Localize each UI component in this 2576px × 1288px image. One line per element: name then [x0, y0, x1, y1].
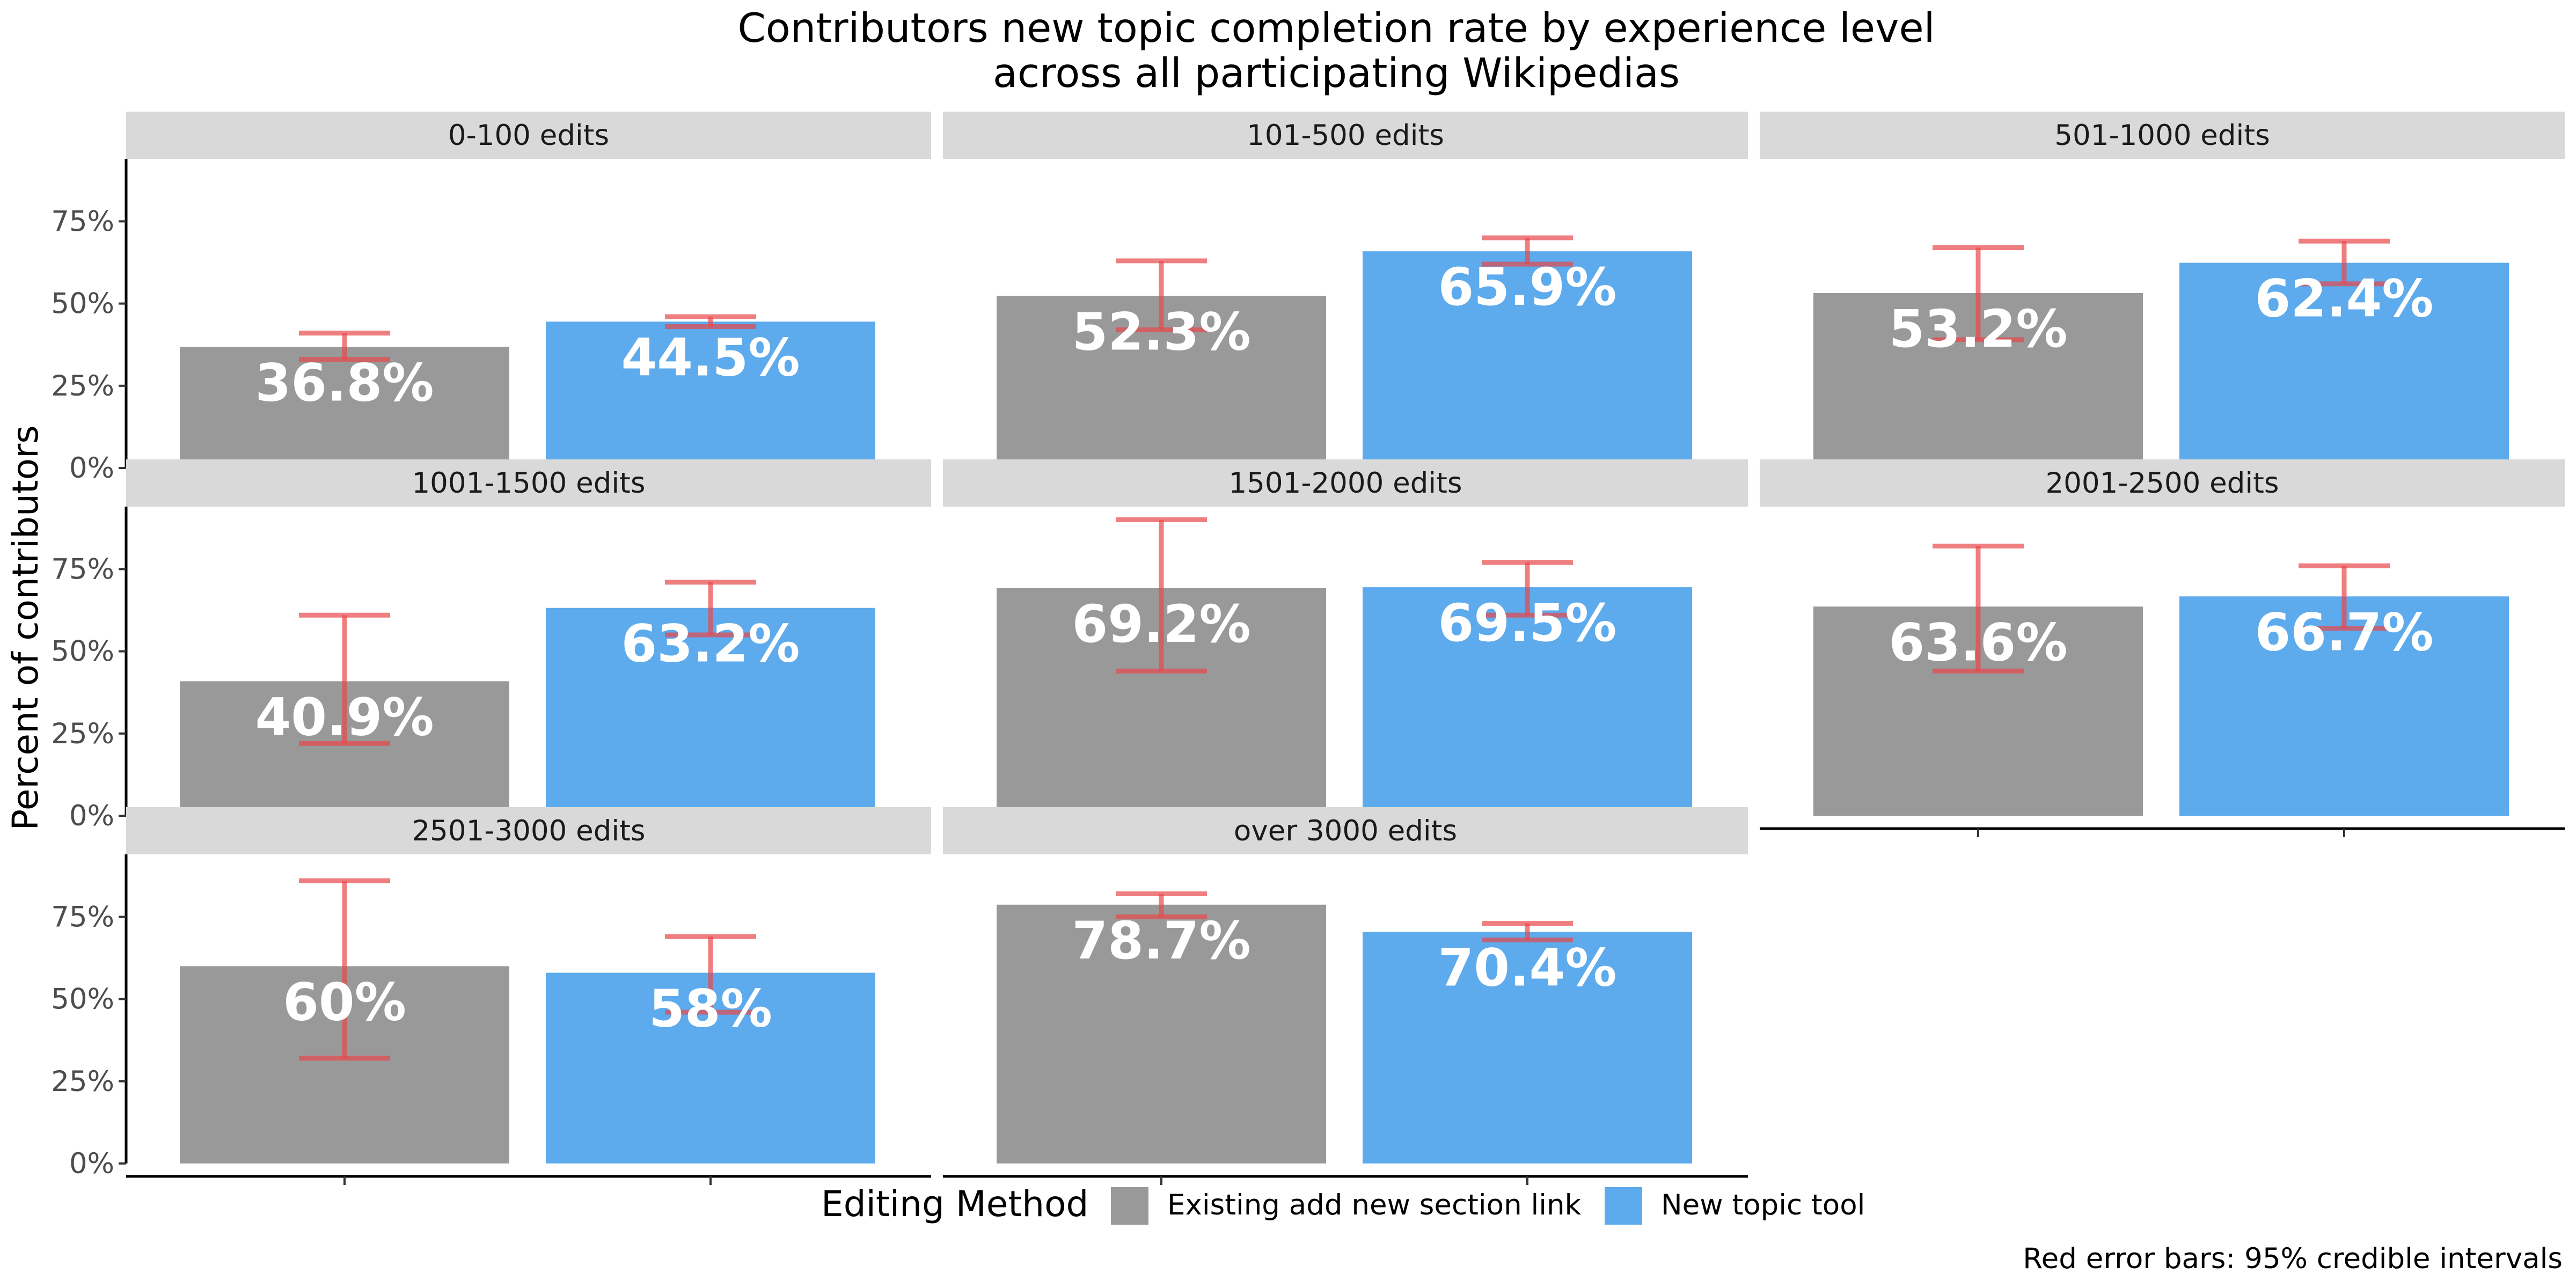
y-axis-title: Percent of contributors	[5, 425, 46, 830]
error-bar-1001-1500-edits-existing	[299, 612, 390, 746]
data-label-2001-2500-edits-new-tool: 66.7%	[2255, 602, 2433, 662]
data-label-1501-2000-edits-existing: 69.2%	[1072, 594, 1250, 654]
data-label-0-100-edits-existing: 36.8%	[255, 353, 434, 413]
data-label-2001-2500-edits-existing: 63.6%	[1889, 612, 2067, 672]
data-label-2501-3000-edits-existing: 60%	[283, 972, 406, 1032]
y-tick-label-0-100-edits-0: 0%	[69, 452, 114, 485]
y-tick-label-0-100-edits-1: 25%	[51, 370, 114, 402]
legend-swatch-existing	[1111, 1187, 1148, 1225]
facet-panel-1501-2000-edits: 1501-2000 edits 69.2% 69.5%	[943, 459, 1748, 816]
legend-swatch-new-tool	[1605, 1187, 1642, 1225]
legend-label-new-tool: New topic tool	[1661, 1189, 1865, 1221]
y-tick-label-2501-3000-edits-3: 75%	[51, 901, 114, 933]
chart-title-line-1: Contributors new topic completion rate b…	[738, 4, 1935, 52]
facet-strip-1001-1500-edits	[126, 459, 931, 507]
error-bar-501-1000-edits-existing	[1933, 245, 2024, 342]
data-label-1501-2000-edits-new-tool: 69.5%	[1438, 593, 1616, 653]
error-bar-1501-2000-edits-existing	[1116, 517, 1207, 674]
facet-strip-2501-3000-edits	[126, 807, 931, 854]
data-label-over-3000-edits-new-tool: 70.4%	[1438, 938, 1616, 998]
data-label-501-1000-edits-new-tool: 62.4%	[2255, 269, 2433, 329]
error-bar-2501-3000-edits-new-tool	[665, 934, 756, 1015]
facet-strip-label-0-100-edits: 0-100 edits	[448, 119, 609, 152]
chart-title-line-2: across all participating Wikipedias	[993, 49, 1680, 97]
caption: Red error bars: 95% credible intervals	[2023, 1242, 2563, 1275]
error-bar-1501-2000-edits-new-tool	[1482, 560, 1573, 618]
y-tick-label-1001-1500-edits-3: 75%	[51, 553, 114, 586]
facet-strip-over-3000-edits	[943, 807, 1748, 854]
data-label-101-500-edits-new-tool: 65.9%	[1438, 257, 1616, 317]
facet-strip-label-2001-2500-edits: 2001-2500 edits	[2045, 467, 2279, 500]
bar-101-500-edits-new-tool	[1363, 251, 1692, 468]
facet-panels: 0-100 edits 0% 25% 50% 75% 36.8% 44.5% 101-500 …	[51, 112, 2565, 1185]
error-bar-0-100-edits-new-tool	[665, 314, 756, 330]
facet-panel-0-100-edits: 0-100 edits 0% 25% 50% 75% 36.8% 44.5%	[51, 112, 931, 485]
bar-2001-2500-edits-new-tool	[2179, 596, 2509, 816]
data-label-1001-1500-edits-existing: 40.9%	[255, 687, 434, 747]
y-tick-label-2501-3000-edits-2: 50%	[51, 983, 114, 1016]
y-tick-label-1001-1500-edits-2: 50%	[51, 635, 114, 668]
error-bar-101-500-edits-new-tool	[1482, 235, 1573, 267]
facet-strip-101-500-edits	[943, 112, 1748, 159]
error-bar-2001-2500-edits-existing	[1933, 544, 2024, 674]
y-tick-label-2501-3000-edits-0: 0%	[69, 1147, 114, 1180]
error-bar-501-1000-edits-new-tool	[2299, 238, 2390, 287]
error-bar-over-3000-edits-existing	[1116, 891, 1207, 919]
facet-strip-label-1001-1500-edits: 1001-1500 edits	[412, 467, 645, 500]
facet-panel-over-3000-edits: over 3000 edits 78.7% 70.4%	[943, 807, 1748, 1185]
error-bar-0-100-edits-existing	[299, 331, 390, 362]
bar-over-3000-edits-existing	[997, 904, 1326, 1163]
facet-strip-label-over-3000-edits: over 3000 edits	[1234, 815, 1457, 847]
facet-panel-2001-2500-edits: 2001-2500 edits 63.6% 66.7%	[1760, 459, 2565, 837]
facet-strip-501-1000-edits	[1760, 112, 2565, 159]
y-tick-label-1001-1500-edits-0: 0%	[69, 800, 114, 832]
data-label-0-100-edits-new-tool: 44.5%	[621, 327, 800, 387]
y-tick-label-0-100-edits-3: 75%	[51, 205, 114, 238]
bar-0-100-edits-new-tool	[546, 321, 875, 468]
bar-1501-2000-edits-new-tool	[1363, 587, 1692, 816]
bar-0-100-edits-existing	[180, 347, 509, 468]
data-label-101-500-edits-existing: 52.3%	[1072, 302, 1250, 362]
facet-panel-2501-3000-edits: 2501-3000 edits 0% 25% 50% 75% 60% 58%	[51, 807, 931, 1185]
facet-strip-1501-2000-edits	[943, 459, 1748, 507]
facet-panel-101-500-edits: 101-500 edits 52.3% 65.9%	[943, 112, 1748, 468]
bar-over-3000-edits-new-tool	[1363, 932, 1692, 1163]
legend: Editing Method Existing add new section …	[821, 1183, 1865, 1225]
error-bar-2001-2500-edits-new-tool	[2299, 563, 2390, 631]
facet-strip-label-501-1000-edits: 501-1000 edits	[2054, 119, 2270, 152]
data-label-2501-3000-edits-new-tool: 58%	[649, 979, 772, 1039]
facet-strip-2001-2500-edits	[1760, 459, 2565, 507]
y-tick-label-1001-1500-edits-1: 25%	[51, 718, 114, 750]
facet-panel-501-1000-edits: 501-1000 edits 53.2% 62.4%	[1760, 112, 2565, 468]
facet-panel-1001-1500-edits: 1001-1500 edits 0% 25% 50% 75% 40.9% 63.2%	[51, 459, 931, 832]
facet-strip-0-100-edits	[126, 112, 931, 159]
error-bar-over-3000-edits-new-tool	[1482, 921, 1573, 942]
legend-title: Editing Method	[821, 1183, 1088, 1225]
error-bar-101-500-edits-existing	[1116, 258, 1207, 333]
legend-label-existing: Existing add new section link	[1167, 1189, 1582, 1221]
data-label-1001-1500-edits-new-tool: 63.2%	[621, 614, 800, 674]
data-label-over-3000-edits-existing: 78.7%	[1072, 911, 1250, 971]
error-bar-2501-3000-edits-existing	[299, 878, 390, 1061]
error-bar-1001-1500-edits-new-tool	[665, 580, 756, 638]
bar-1001-1500-edits-new-tool	[546, 608, 875, 816]
bar-501-1000-edits-new-tool	[2179, 262, 2509, 468]
facet-strip-label-101-500-edits: 101-500 edits	[1247, 119, 1444, 152]
facet-strip-label-1501-2000-edits: 1501-2000 edits	[1228, 467, 1462, 500]
facet-strip-label-2501-3000-edits: 2501-3000 edits	[412, 815, 645, 847]
y-tick-label-0-100-edits-2: 50%	[51, 288, 114, 320]
data-label-501-1000-edits-existing: 53.2%	[1889, 299, 2067, 359]
y-tick-label-2501-3000-edits-1: 25%	[51, 1065, 114, 1098]
